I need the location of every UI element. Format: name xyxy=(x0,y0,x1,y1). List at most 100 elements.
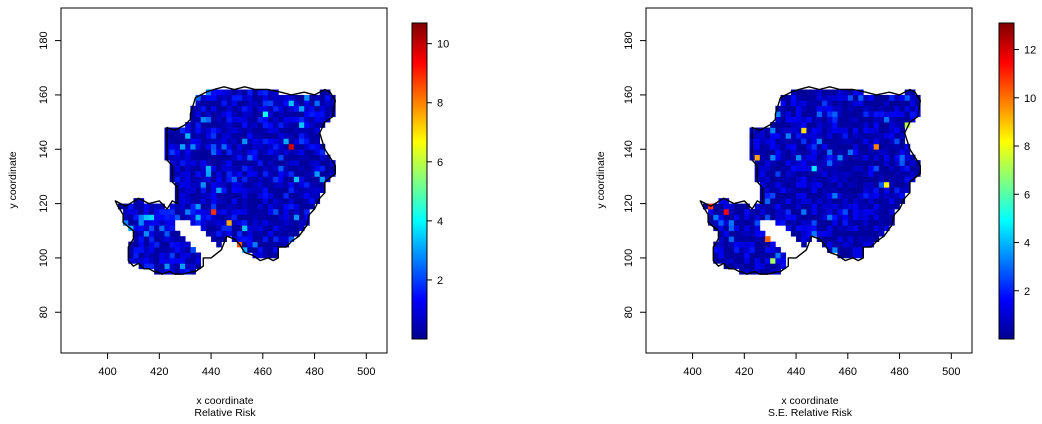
heatmap-cell xyxy=(889,187,895,194)
heatmap-cell xyxy=(267,247,274,253)
heatmap-cell xyxy=(180,214,186,221)
heatmap-cell xyxy=(863,214,869,221)
heatmap-cell xyxy=(211,236,217,242)
heatmap-cell xyxy=(811,138,818,145)
heatmap-cell xyxy=(159,268,165,275)
heatmap-cell xyxy=(775,203,781,210)
heatmap-cell xyxy=(278,230,284,237)
heatmap-cell xyxy=(174,236,181,242)
heatmap-cell xyxy=(765,187,771,194)
heatmap-cell xyxy=(262,247,269,253)
heatmap-cell xyxy=(816,111,823,118)
heatmap-cell xyxy=(252,192,258,199)
heatmap-cell xyxy=(842,214,849,221)
heatmap-cell xyxy=(174,203,181,210)
heatmap-cell xyxy=(847,122,854,128)
heatmap-cell xyxy=(868,100,875,107)
heatmap-cell xyxy=(231,149,238,156)
heatmap-cell xyxy=(169,209,176,215)
heatmap-cell xyxy=(863,198,869,204)
heatmap-cell xyxy=(837,209,843,215)
heatmap-cell xyxy=(858,127,864,134)
heatmap-cell xyxy=(801,241,807,248)
heatmap-cell xyxy=(252,203,258,210)
heatmap-cell xyxy=(262,209,269,215)
heatmap-cell xyxy=(868,138,875,145)
heatmap-cell xyxy=(319,116,326,123)
heatmap-cell xyxy=(811,111,818,118)
heatmap-cell xyxy=(796,111,802,118)
heatmap-cell xyxy=(304,176,310,183)
heatmap-cell xyxy=(190,263,196,270)
heatmap-cell xyxy=(816,116,823,123)
heatmap-cell xyxy=(257,132,264,139)
heatmap-cell xyxy=(278,100,284,107)
heatmap-cell xyxy=(117,203,124,210)
heatmap-cell xyxy=(863,236,869,242)
heatmap-cell xyxy=(765,176,771,183)
heatmap-cell xyxy=(837,127,843,134)
heatmap-cell xyxy=(796,165,802,172)
heatmap-cell xyxy=(304,116,310,123)
heatmap-cell xyxy=(148,203,155,210)
heatmap-cell xyxy=(247,241,253,248)
heatmap-cell xyxy=(247,105,253,112)
heatmap-cell xyxy=(878,116,885,123)
heatmap-cell xyxy=(806,214,812,221)
heatmap-cell xyxy=(211,198,217,204)
heatmap-cell xyxy=(785,105,792,112)
heatmap-cell xyxy=(319,122,326,128)
heatmap-cell xyxy=(143,209,150,215)
heatmap-cell xyxy=(257,236,264,242)
heatmap-cell xyxy=(785,94,792,101)
heatmap-cell xyxy=(790,132,797,139)
heatmap-cell xyxy=(247,236,253,242)
heatmap-cell xyxy=(200,219,207,226)
heatmap-cell xyxy=(169,236,176,242)
heatmap-cell xyxy=(242,160,248,166)
heatmap-cell xyxy=(842,89,849,96)
heatmap-cell xyxy=(309,203,315,210)
heatmap-cell xyxy=(889,214,895,221)
heatmap-cell xyxy=(852,127,859,134)
heatmap-cell xyxy=(133,236,139,242)
heatmap-cell xyxy=(801,170,807,177)
heatmap-cell xyxy=(878,198,885,204)
heatmap-cell xyxy=(827,160,833,166)
heatmap-cell xyxy=(816,198,823,204)
heatmap-cell xyxy=(796,219,802,226)
heatmap-cell xyxy=(749,252,756,259)
heatmap-cell xyxy=(728,219,735,226)
heatmap-cell xyxy=(247,89,253,96)
heatmap-cell xyxy=(837,111,843,118)
heatmap-cell xyxy=(185,268,191,275)
heatmap-cell xyxy=(205,149,212,156)
heatmap-cell xyxy=(200,132,207,139)
heatmap-cell xyxy=(821,214,828,221)
heatmap-cell xyxy=(221,170,227,177)
heatmap-cell xyxy=(128,252,134,259)
heatmap-cell xyxy=(133,247,139,253)
heatmap-cell xyxy=(837,247,843,253)
heatmap-cell xyxy=(211,165,217,172)
heatmap-cell xyxy=(267,154,274,161)
heatmap-cell xyxy=(236,170,243,177)
heatmap-cell xyxy=(159,214,165,221)
heatmap-cell xyxy=(847,252,854,259)
heatmap-cell xyxy=(728,225,735,232)
heatmap-cell xyxy=(257,187,264,194)
heatmap-cell xyxy=(827,111,833,118)
heatmap-cell xyxy=(832,127,838,134)
heatmap-cell xyxy=(801,219,807,226)
heatmap-cell xyxy=(806,111,812,118)
heatmap-cell xyxy=(878,181,885,188)
heatmap-cell xyxy=(257,100,264,107)
heatmap-cell xyxy=(785,187,792,194)
heatmap-cell xyxy=(288,111,295,118)
heatmap-cell xyxy=(267,181,274,188)
heatmap-cell xyxy=(837,219,843,226)
heatmap-cell xyxy=(806,209,812,215)
heatmap-cell xyxy=(200,176,207,183)
heatmap-cell xyxy=(868,132,875,139)
heatmap-cell xyxy=(262,160,269,166)
